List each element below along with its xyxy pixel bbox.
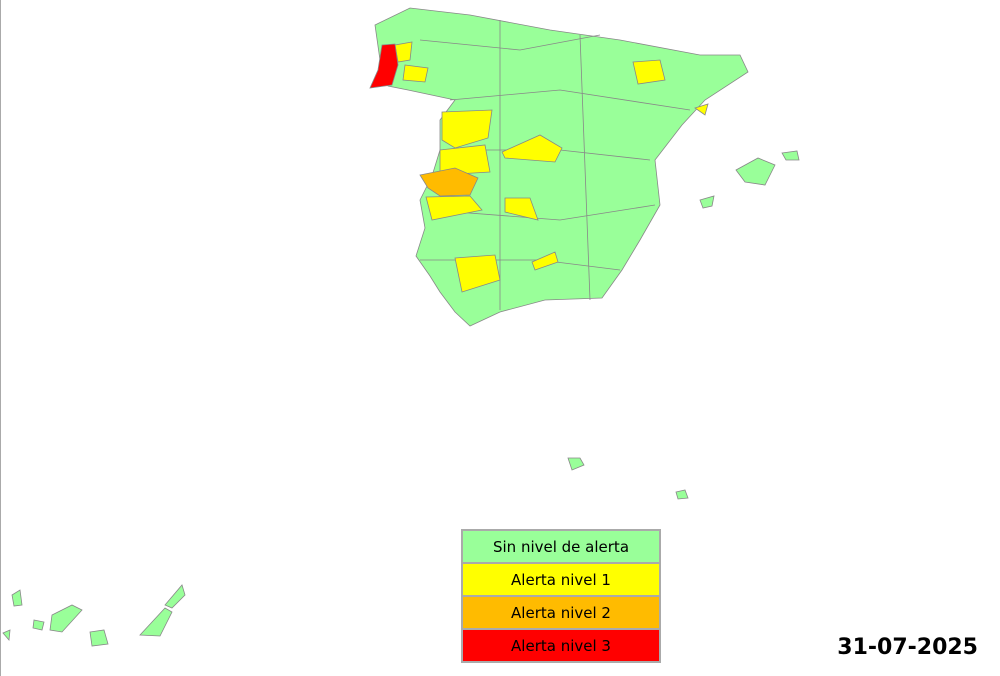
legend-label: Alerta nivel 3 — [511, 637, 611, 655]
islands — [2, 150, 800, 647]
region — [694, 103, 709, 116]
island — [164, 584, 186, 609]
region — [454, 254, 501, 293]
island — [49, 604, 83, 633]
legend-swatch — [461, 628, 661, 663]
date: 31-07-2025 — [837, 635, 978, 660]
region — [369, 43, 399, 89]
island — [11, 589, 23, 607]
island — [675, 489, 689, 500]
island — [89, 629, 109, 647]
island — [781, 150, 800, 161]
legend: Sin nivel de alerta Alerta nivel 1 Alerta … — [461, 529, 661, 663]
region — [394, 41, 413, 63]
island — [699, 195, 715, 209]
legend-label: Alerta nivel 2 — [511, 604, 611, 622]
island — [32, 619, 45, 631]
legend-label: Alerta nivel 1 — [511, 571, 611, 589]
legend-label: Sin nivel de alerta — [493, 538, 629, 556]
island — [567, 457, 585, 471]
region — [425, 195, 483, 221]
legend-swatch — [461, 562, 661, 597]
mainland — [369, 7, 749, 327]
region — [632, 59, 666, 85]
region — [531, 251, 559, 271]
island — [735, 157, 776, 186]
island — [139, 607, 173, 637]
legend-swatch — [461, 595, 661, 630]
region — [504, 197, 539, 221]
region — [439, 144, 491, 176]
island — [2, 629, 11, 641]
region — [374, 7, 749, 327]
region — [402, 64, 429, 83]
region — [419, 167, 479, 197]
region — [441, 109, 493, 149]
legend-swatch — [461, 529, 661, 564]
region — [501, 134, 563, 163]
